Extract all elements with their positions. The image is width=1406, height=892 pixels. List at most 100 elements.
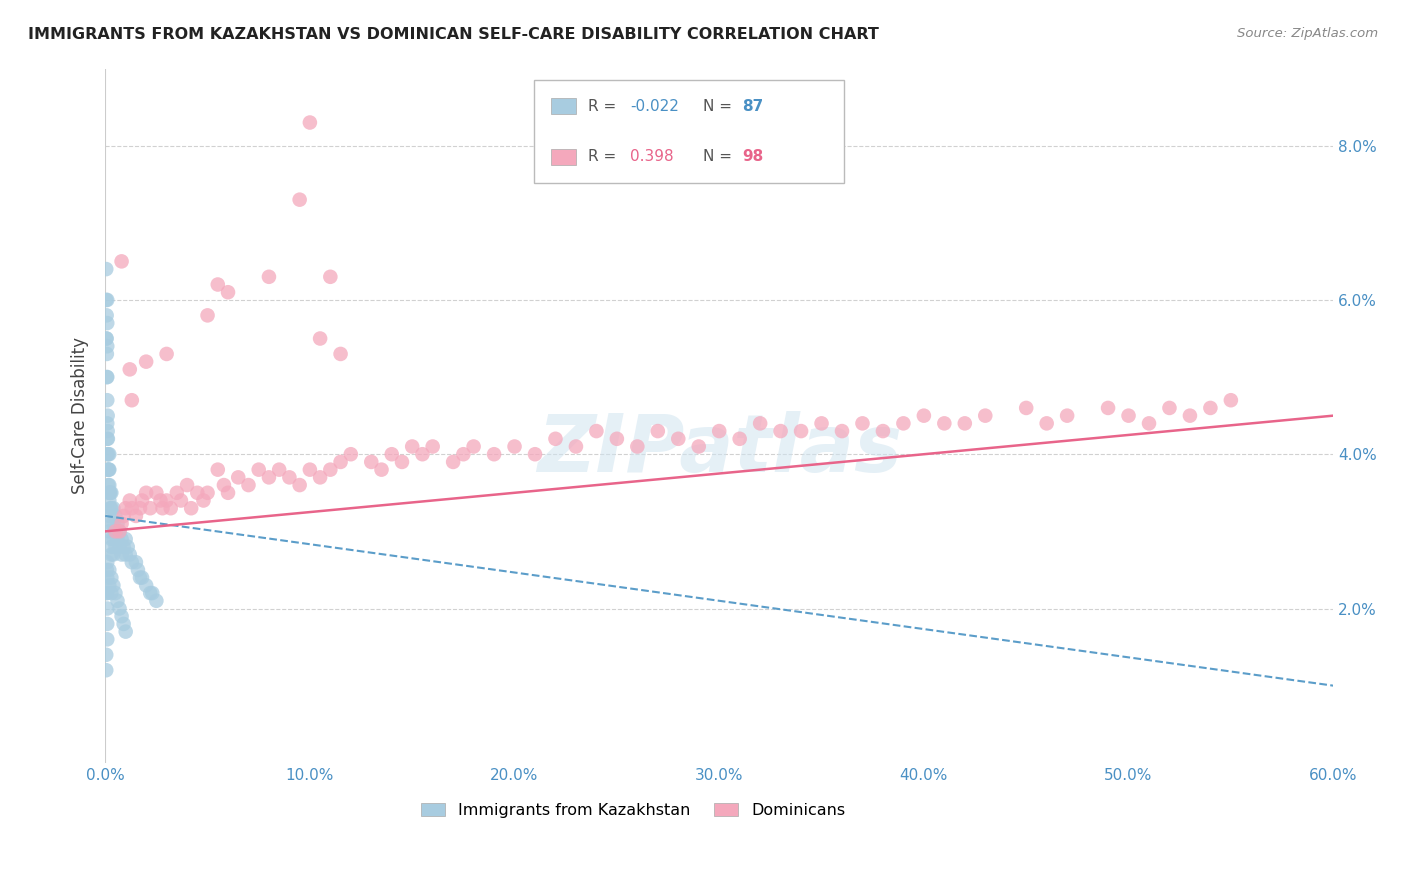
Text: ZIPatlas: ZIPatlas [537,411,901,490]
Point [1035,417,1057,431]
Point [482,447,505,461]
Point [100,586,122,600]
Point [97,447,120,461]
Point [100,516,122,531]
Point [278,470,301,484]
Point [125,508,148,523]
Point [851,417,873,431]
Point [118,362,141,376]
Point [108,601,131,615]
Point [170,493,193,508]
Point [98,501,121,516]
Point [118,548,141,562]
Point [953,417,976,431]
Point [544,432,567,446]
Point [139,501,162,516]
Point [893,417,915,431]
Point [129,571,152,585]
Point [934,417,956,431]
Point [647,424,669,438]
Point [107,532,129,546]
Point [1137,417,1160,431]
Text: -0.022: -0.022 [630,99,679,113]
Point [96,339,118,353]
Point [96,309,118,323]
Point [309,331,332,345]
Point [108,524,131,539]
Point [288,478,311,492]
Point [98,447,121,461]
Point [108,524,131,539]
Point [974,409,997,423]
Point [110,532,132,546]
Point [96,563,118,577]
Point [96,393,118,408]
Point [197,485,219,500]
Point [135,578,157,592]
Point [288,193,311,207]
Point [139,586,162,600]
Point [197,309,219,323]
Point [135,354,157,368]
Point [98,493,121,508]
Point [912,409,935,423]
Point [131,571,153,585]
Point [96,417,118,431]
Point [96,601,118,615]
Point [606,432,628,446]
Point [831,424,853,438]
Point [156,347,179,361]
Point [810,417,832,431]
Point [217,285,239,300]
Point [145,594,167,608]
Point [565,440,588,454]
Point [98,524,121,539]
Point [96,463,118,477]
Point [96,370,118,384]
Point [112,540,135,554]
Point [207,277,229,292]
Point [103,578,125,592]
Point [98,578,121,592]
Point [1219,393,1241,408]
Point [104,540,127,554]
Text: Source: ZipAtlas.com: Source: ZipAtlas.com [1237,27,1378,40]
Point [135,485,157,500]
Point [1178,409,1201,423]
Point [100,485,122,500]
Point [728,432,751,446]
Point [104,508,127,523]
Text: R =: R = [588,99,621,113]
Point [98,463,121,477]
Point [298,463,321,477]
Point [257,470,280,484]
Point [110,254,132,268]
Point [100,532,122,546]
Point [97,409,120,423]
Point [872,424,894,438]
Point [125,555,148,569]
Point [96,663,118,677]
Point [97,485,120,500]
Point [97,463,120,477]
Point [114,532,136,546]
Point [97,424,120,438]
Point [127,563,149,577]
Point [749,417,772,431]
Point [96,616,118,631]
Point [110,516,132,531]
Point [96,586,118,600]
Point [524,447,547,461]
Point [96,555,118,569]
Point [238,478,260,492]
Point [96,293,118,307]
Point [103,548,125,562]
Point [107,516,129,531]
Point [104,524,127,539]
Point [100,501,122,516]
Point [217,485,239,500]
Point [96,331,118,345]
Point [103,501,125,516]
Point [96,262,118,277]
Point [97,463,120,477]
